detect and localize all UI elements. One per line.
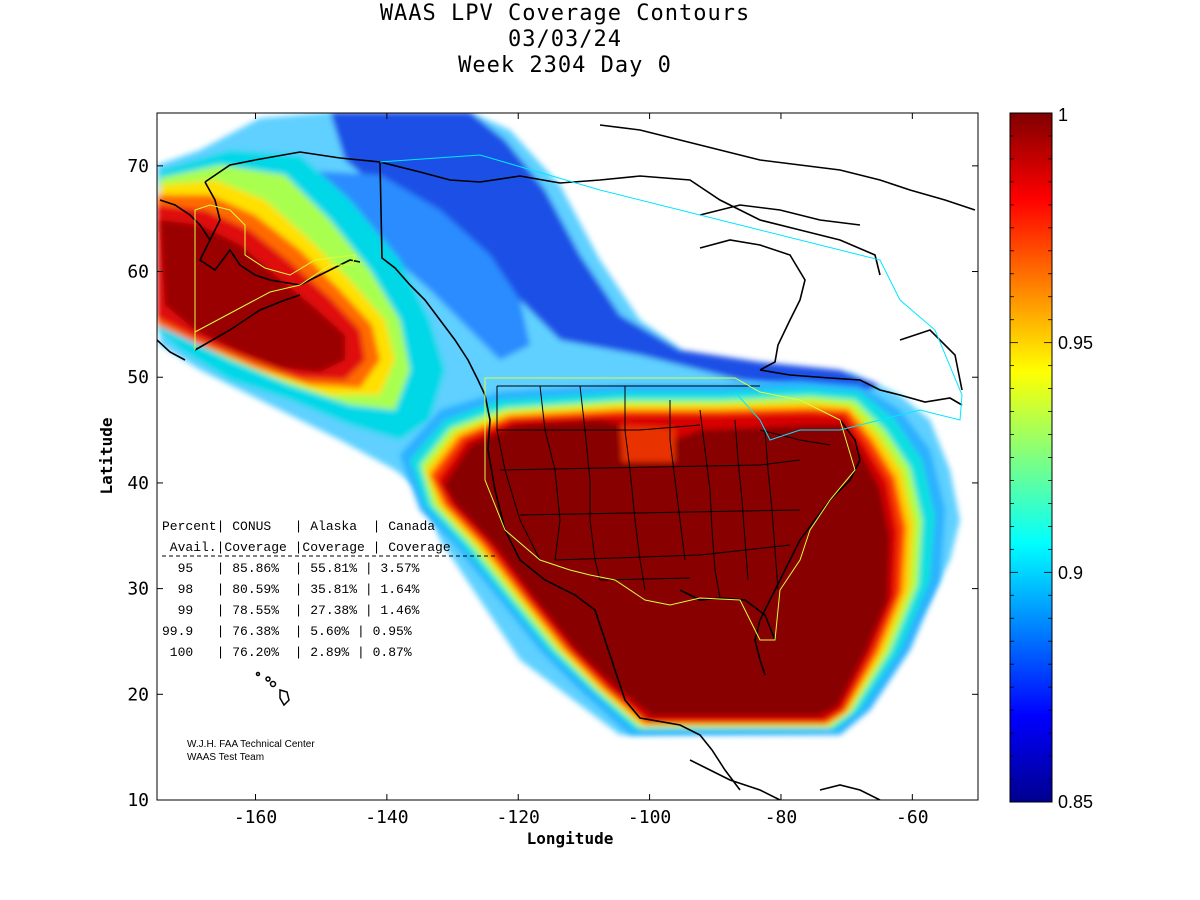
colorbar-label-095: 0.95 <box>1058 333 1093 353</box>
colorbar-label-min: 0.85 <box>1058 792 1093 812</box>
region-outlines <box>194 204 856 641</box>
latitude-axis: 70 60 50 40 30 20 10 <box>127 156 978 811</box>
hawaii-islands <box>255 671 290 707</box>
table-row: 95 | 85.86% | 55.81% | 3.57% <box>162 561 420 576</box>
table-header-row2: Avail.|Coverage |Coverage | Coverage <box>162 540 451 555</box>
credit-line1: W.J.H. FAA Technical Center <box>187 739 315 750</box>
lat-tick-label: 20 <box>127 684 149 705</box>
colorbar: 1 0.95 0.9 0.85 <box>1009 105 1093 812</box>
lat-tick-label: 50 <box>127 367 149 388</box>
canada-outline <box>379 154 963 441</box>
lon-tick-label: -60 <box>896 807 929 828</box>
table-row: 99 | 78.55% | 27.38% | 1.46% <box>162 603 420 618</box>
lat-tick-label: 30 <box>127 579 149 600</box>
state-boundaries <box>496 385 831 599</box>
coverage-contours <box>157 113 960 735</box>
y-axis-label: Latitude <box>97 417 116 494</box>
lon-tick-label: -100 <box>628 807 671 828</box>
table-row: 98 | 80.59% | 35.81% | 1.64% <box>162 582 420 597</box>
lat-tick-label: 10 <box>127 790 149 811</box>
table-row: 99.9 | 76.38% | 5.60% | 0.95% <box>162 624 412 639</box>
lon-tick-label: -140 <box>365 807 408 828</box>
lon-tick-label: -120 <box>497 807 540 828</box>
coverage-table: Percent| CONUS | Alaska | Canada Avail.|… <box>162 519 495 660</box>
lon-tick-label: -80 <box>765 807 798 828</box>
chart-week-day: Week 2304 Day 0 <box>458 53 672 78</box>
longitude-axis: -160 -140 -120 -100 -80 -60 <box>234 113 929 828</box>
table-row: 100 | 76.20% | 2.89% | 0.87% <box>162 645 412 660</box>
lat-tick-label: 70 <box>127 156 149 177</box>
plot-frame <box>156 112 979 801</box>
chart-date: 03/03/24 <box>508 27 622 52</box>
coastlines <box>157 124 976 800</box>
lat-tick-label: 60 <box>127 262 149 283</box>
x-axis-label: Longitude <box>527 829 614 848</box>
conus-coverage-region <box>400 380 945 735</box>
colorbar-gradient <box>1009 112 1053 803</box>
colorbar-label-090: 0.9 <box>1058 563 1083 583</box>
table-header-row1: Percent| CONUS | Alaska | Canada <box>162 519 435 534</box>
colorbar-ticks <box>1010 112 1052 803</box>
credit-line2: WAAS Test Team <box>187 752 264 763</box>
chart-title: WAAS LPV Coverage Contours <box>379 1 751 26</box>
lon-tick-label: -160 <box>234 807 277 828</box>
colorbar-label-max: 1 <box>1058 105 1068 125</box>
lat-tick-label: 40 <box>127 473 149 494</box>
